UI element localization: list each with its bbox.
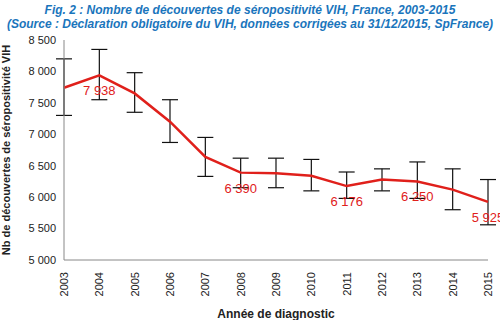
html-text:Fig. 2 : Nombre de découvertes: Fig. 2 : Nombre de découvertes de séropo…: [44, 3, 456, 17]
svg-text:2003: 2003: [58, 272, 70, 296]
svg-text:8 500: 8 500: [28, 34, 56, 46]
svg-text:8 000: 8 000: [28, 65, 56, 77]
svg-text:2009: 2009: [270, 272, 282, 296]
html-text:(Source : Déclaration obligato: (Source : Déclaration obligatoire du VIH…: [6, 17, 494, 31]
svg-text:2007: 2007: [199, 272, 211, 296]
svg-text:2005: 2005: [129, 272, 141, 296]
svg-text:5 925: 5 925: [472, 210, 492, 225]
svg-text:7 000: 7 000: [28, 128, 56, 140]
svg-text:7 500: 7 500: [28, 97, 56, 109]
svg-text:5 000: 5 000: [28, 254, 56, 266]
svg-text:2015: 2015: [482, 272, 492, 296]
svg-text:6 250: 6 250: [401, 189, 434, 204]
svg-text:6 500: 6 500: [28, 160, 56, 172]
svg-text:Année de diagnostic: Année de diagnostic: [217, 307, 335, 320]
svg-text:6 390: 6 390: [224, 181, 257, 196]
svg-text:5 500: 5 500: [28, 222, 56, 234]
svg-text:2010: 2010: [305, 272, 317, 296]
svg-text:2014: 2014: [447, 272, 459, 296]
svg-text:2004: 2004: [93, 272, 105, 296]
svg-text:2012: 2012: [376, 272, 388, 296]
svg-text:2011: 2011: [341, 272, 353, 296]
svg-text:6 000: 6 000: [28, 191, 56, 203]
svg-text:2013: 2013: [411, 272, 423, 296]
svg-text:2008: 2008: [235, 272, 247, 296]
svg-text:2006: 2006: [164, 272, 176, 296]
svg-text:Nb de découvertes de séroposit: Nb de découvertes de séropositivité VIH: [8, 45, 12, 255]
svg-text:6 176: 6 176: [330, 194, 363, 209]
svg-text:7 938: 7 938: [83, 83, 116, 98]
